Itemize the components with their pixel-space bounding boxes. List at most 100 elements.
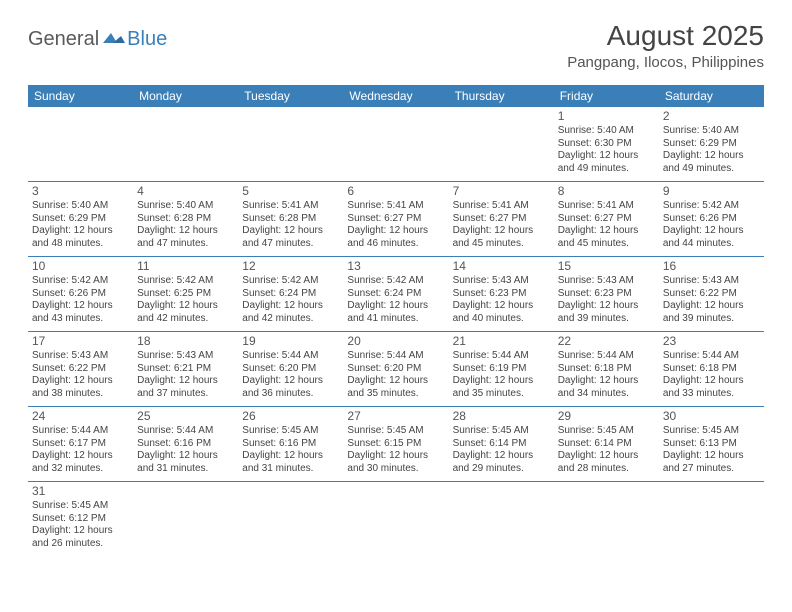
calendar-day: 9Sunrise: 5:42 AMSunset: 6:26 PMDaylight… — [659, 182, 764, 257]
sunset-line: Sunset: 6:18 PM — [663, 363, 760, 376]
day-number: 16 — [663, 259, 760, 274]
calendar-day: 4Sunrise: 5:40 AMSunset: 6:28 PMDaylight… — [133, 182, 238, 257]
sunrise-line: Sunrise: 5:44 AM — [347, 350, 444, 363]
calendar-empty — [554, 482, 659, 557]
sunset-line: Sunset: 6:12 PM — [32, 513, 129, 526]
calendar-day: 10Sunrise: 5:42 AMSunset: 6:26 PMDayligh… — [28, 257, 133, 332]
daylight-line: and 31 minutes. — [242, 463, 339, 476]
daylight-line: and 26 minutes. — [32, 538, 129, 551]
sunset-line: Sunset: 6:28 PM — [137, 213, 234, 226]
daylight-line: and 47 minutes. — [137, 238, 234, 251]
daylight-line: and 48 minutes. — [32, 238, 129, 251]
calendar-day: 28Sunrise: 5:45 AMSunset: 6:14 PMDayligh… — [449, 407, 554, 482]
day-number: 10 — [32, 259, 129, 274]
sunrise-line: Sunrise: 5:40 AM — [32, 200, 129, 213]
sunrise-line: Sunrise: 5:42 AM — [347, 275, 444, 288]
sunset-line: Sunset: 6:24 PM — [242, 288, 339, 301]
sunrise-line: Sunrise: 5:43 AM — [32, 350, 129, 363]
calendar-day: 19Sunrise: 5:44 AMSunset: 6:20 PMDayligh… — [238, 332, 343, 407]
month-title: August 2025 — [567, 20, 764, 52]
day-number: 1 — [558, 109, 655, 124]
weekday-header: Sunday — [28, 85, 133, 107]
daylight-line: Daylight: 12 hours — [663, 150, 760, 163]
calendar-day: 30Sunrise: 5:45 AMSunset: 6:13 PMDayligh… — [659, 407, 764, 482]
day-number: 19 — [242, 334, 339, 349]
daylight-line: and 41 minutes. — [347, 313, 444, 326]
sunset-line: Sunset: 6:20 PM — [347, 363, 444, 376]
daylight-line: and 31 minutes. — [137, 463, 234, 476]
day-number: 23 — [663, 334, 760, 349]
day-number: 5 — [242, 184, 339, 199]
calendar-week: 17Sunrise: 5:43 AMSunset: 6:22 PMDayligh… — [28, 332, 764, 407]
sunrise-line: Sunrise: 5:44 AM — [32, 425, 129, 438]
calendar-day: 6Sunrise: 5:41 AMSunset: 6:27 PMDaylight… — [343, 182, 448, 257]
sunset-line: Sunset: 6:22 PM — [32, 363, 129, 376]
calendar-empty — [28, 107, 133, 182]
sunset-line: Sunset: 6:14 PM — [558, 438, 655, 451]
daylight-line: Daylight: 12 hours — [453, 300, 550, 313]
daylight-line: and 42 minutes. — [242, 313, 339, 326]
day-number: 11 — [137, 259, 234, 274]
calendar-week: 24Sunrise: 5:44 AMSunset: 6:17 PMDayligh… — [28, 407, 764, 482]
sunrise-line: Sunrise: 5:45 AM — [347, 425, 444, 438]
calendar-empty — [449, 107, 554, 182]
daylight-line: Daylight: 12 hours — [558, 450, 655, 463]
daylight-line: and 33 minutes. — [663, 388, 760, 401]
calendar-empty — [238, 482, 343, 557]
day-number: 7 — [453, 184, 550, 199]
sunset-line: Sunset: 6:22 PM — [663, 288, 760, 301]
sunrise-line: Sunrise: 5:44 AM — [137, 425, 234, 438]
calendar-day: 25Sunrise: 5:44 AMSunset: 6:16 PMDayligh… — [133, 407, 238, 482]
daylight-line: and 39 minutes. — [558, 313, 655, 326]
location: Pangpang, Ilocos, Philippines — [567, 54, 764, 71]
sunrise-line: Sunrise: 5:43 AM — [663, 275, 760, 288]
sunset-line: Sunset: 6:29 PM — [32, 213, 129, 226]
daylight-line: and 32 minutes. — [32, 463, 129, 476]
daylight-line: Daylight: 12 hours — [347, 375, 444, 388]
daylight-line: Daylight: 12 hours — [32, 300, 129, 313]
daylight-line: Daylight: 12 hours — [558, 375, 655, 388]
calendar-empty — [659, 482, 764, 557]
sunset-line: Sunset: 6:16 PM — [137, 438, 234, 451]
calendar-day: 31Sunrise: 5:45 AMSunset: 6:12 PMDayligh… — [28, 482, 133, 557]
daylight-line: Daylight: 12 hours — [663, 450, 760, 463]
daylight-line: and 30 minutes. — [347, 463, 444, 476]
daylight-line: and 49 minutes. — [663, 163, 760, 176]
daylight-line: and 37 minutes. — [137, 388, 234, 401]
calendar-day: 24Sunrise: 5:44 AMSunset: 6:17 PMDayligh… — [28, 407, 133, 482]
sunset-line: Sunset: 6:19 PM — [453, 363, 550, 376]
day-number: 6 — [347, 184, 444, 199]
flag-icon — [103, 29, 125, 50]
daylight-line: Daylight: 12 hours — [453, 450, 550, 463]
daylight-line: and 45 minutes. — [558, 238, 655, 251]
weekday-header: Thursday — [449, 85, 554, 107]
sunset-line: Sunset: 6:30 PM — [558, 138, 655, 151]
daylight-line: Daylight: 12 hours — [347, 300, 444, 313]
calendar-empty — [449, 482, 554, 557]
sunrise-line: Sunrise: 5:41 AM — [242, 200, 339, 213]
daylight-line: Daylight: 12 hours — [32, 225, 129, 238]
title-block: August 2025 Pangpang, Ilocos, Philippine… — [567, 20, 764, 71]
sunset-line: Sunset: 6:23 PM — [453, 288, 550, 301]
day-number: 21 — [453, 334, 550, 349]
calendar-day: 5Sunrise: 5:41 AMSunset: 6:28 PMDaylight… — [238, 182, 343, 257]
daylight-line: and 40 minutes. — [453, 313, 550, 326]
day-number: 30 — [663, 409, 760, 424]
day-number: 26 — [242, 409, 339, 424]
calendar-day: 7Sunrise: 5:41 AMSunset: 6:27 PMDaylight… — [449, 182, 554, 257]
daylight-line: Daylight: 12 hours — [663, 225, 760, 238]
logo-text-blue: Blue — [127, 28, 167, 51]
sunset-line: Sunset: 6:18 PM — [558, 363, 655, 376]
calendar-day: 14Sunrise: 5:43 AMSunset: 6:23 PMDayligh… — [449, 257, 554, 332]
calendar-day: 16Sunrise: 5:43 AMSunset: 6:22 PMDayligh… — [659, 257, 764, 332]
day-number: 12 — [242, 259, 339, 274]
daylight-line: Daylight: 12 hours — [663, 375, 760, 388]
sunrise-line: Sunrise: 5:44 AM — [453, 350, 550, 363]
sunrise-line: Sunrise: 5:45 AM — [32, 500, 129, 513]
daylight-line: and 44 minutes. — [663, 238, 760, 251]
sunrise-line: Sunrise: 5:45 AM — [242, 425, 339, 438]
daylight-line: Daylight: 12 hours — [242, 450, 339, 463]
day-number: 8 — [558, 184, 655, 199]
daylight-line: Daylight: 12 hours — [32, 375, 129, 388]
calendar-empty — [238, 107, 343, 182]
